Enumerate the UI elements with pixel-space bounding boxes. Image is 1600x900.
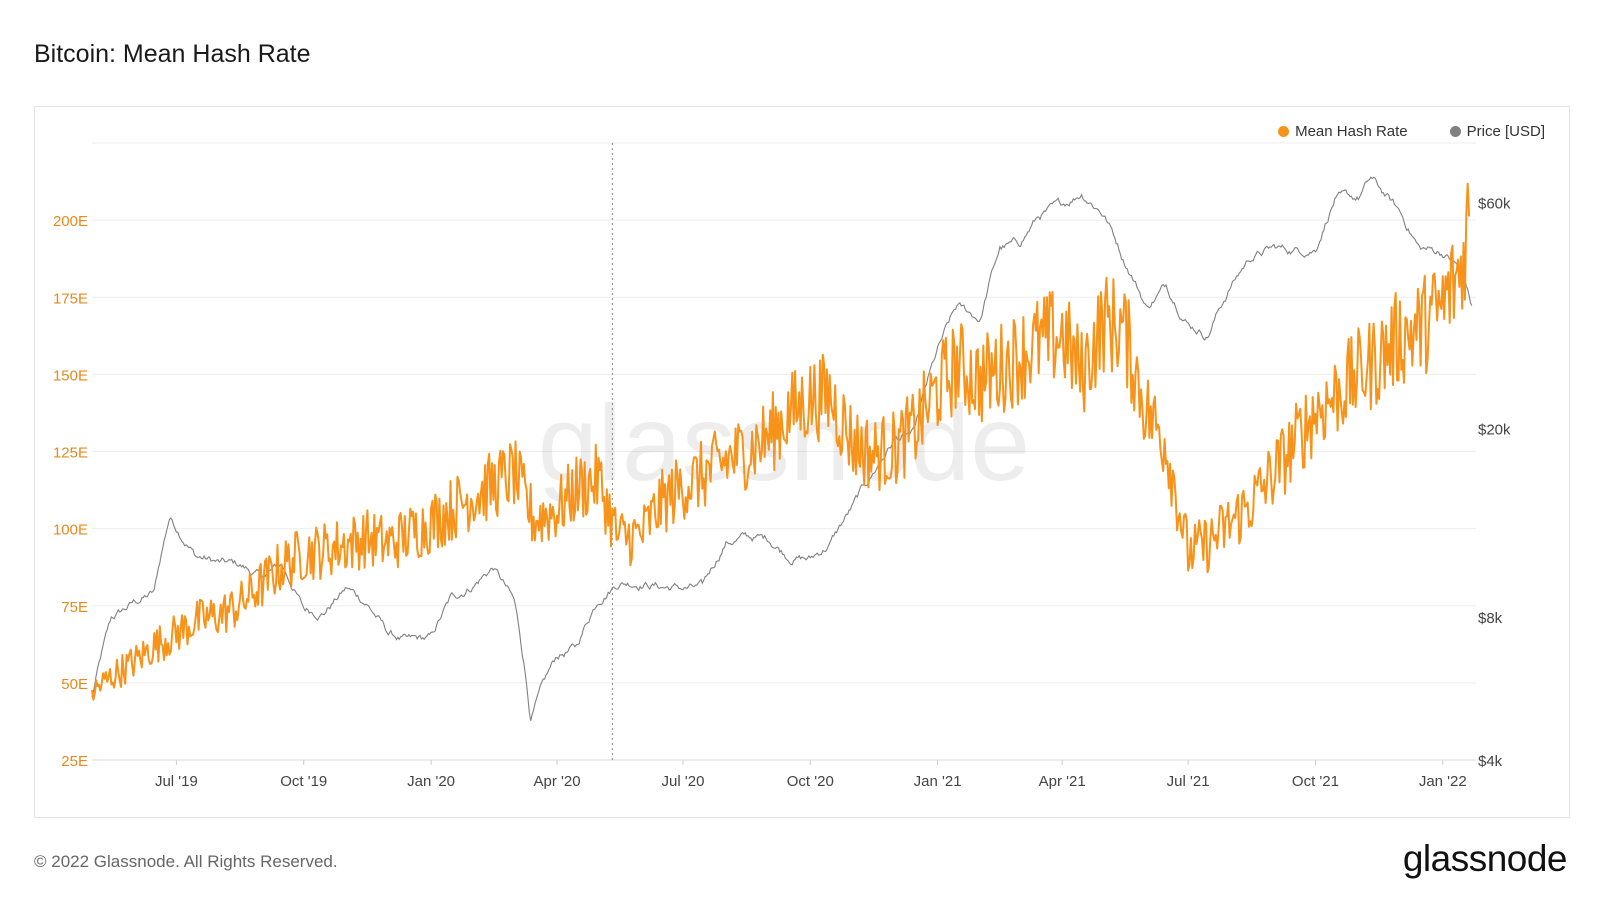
right-tick-label: $20k: [1478, 422, 1511, 439]
legend-item-hash-rate[interactable]: Mean Hash Rate: [1278, 123, 1408, 140]
x-tick-label: Apr '21: [1039, 773, 1086, 790]
legend-dot-price: [1449, 126, 1461, 137]
x-tick-label: Apr '20: [533, 773, 580, 790]
left-tick-label: 200E: [53, 213, 88, 230]
price-series: [91, 176, 1473, 721]
left-tick-label: 175E: [53, 290, 88, 307]
x-tick-label: Jul '21: [1167, 773, 1210, 790]
watermark: glassnode: [538, 382, 1030, 503]
right-tick-label: $8k: [1478, 610, 1503, 627]
legend-dot-hash-rate: [1278, 126, 1290, 137]
x-tick-label: Jul '20: [662, 773, 705, 790]
left-tick-label: 150E: [53, 367, 88, 384]
x-tick-label: Oct '19: [280, 773, 327, 790]
left-tick-label: 125E: [53, 445, 88, 462]
hash-rate-line: [91, 182, 1471, 701]
glassnode-logo[interactable]: glassnode: [1402, 838, 1568, 879]
left-tick-label: 100E: [53, 522, 88, 539]
legend-item-price[interactable]: Price [USD]: [1449, 123, 1545, 140]
x-tick-label: Jul '19: [155, 773, 198, 790]
left-tick-label: 50E: [61, 676, 88, 693]
right-tick-label: $60k: [1478, 195, 1511, 212]
x-tick-label: Jan '21: [914, 773, 962, 790]
x-tick-label: Oct '20: [787, 773, 834, 790]
chart-title: Bitcoin: Mean Hash Rate: [34, 40, 311, 68]
legend-label-hash-rate: Mean Hash Rate: [1295, 123, 1408, 140]
copyright-text: © 2022 Glassnode. All Rights Reserved.: [34, 852, 338, 871]
x-tick-label: Oct '21: [1292, 773, 1339, 790]
gridlines: [92, 142, 1476, 761]
x-axis-ticks: Jul '19 Oct '19 Jan '20 Apr '20 Jul '20 Oct '…: [155, 760, 1467, 790]
x-tick-label: Jan '20: [407, 773, 455, 790]
right-tick-label: $4k: [1478, 753, 1503, 770]
hash-rate-series: [91, 182, 1471, 701]
legend: Mean Hash Rate Price [USD]: [1278, 123, 1545, 140]
x-tick-label: Jan '22: [1419, 773, 1467, 790]
legend-label-price: Price [USD]: [1466, 123, 1545, 140]
right-axis-ticks: $4k $8k $20k $60k: [1478, 195, 1511, 770]
left-tick-label: 75E: [61, 599, 88, 616]
left-tick-label: 25E: [61, 753, 88, 770]
price-line: [91, 176, 1473, 721]
chart-panel: [34, 106, 1570, 818]
left-axis-ticks: 25E 50E 75E 100E 125E 150E 175E 200E: [53, 213, 88, 770]
